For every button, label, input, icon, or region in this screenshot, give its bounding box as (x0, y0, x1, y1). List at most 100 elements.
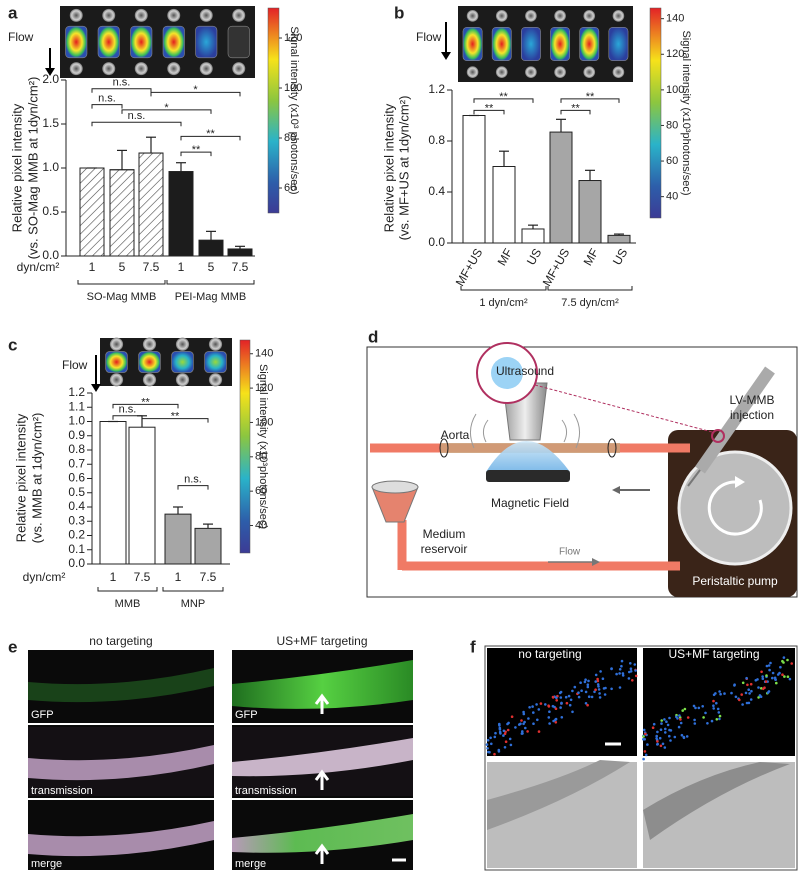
flow-label: Flow (416, 30, 442, 44)
cell (666, 723, 670, 727)
cell (602, 687, 606, 690)
significance-bracket (121, 109, 212, 114)
cell (554, 721, 558, 724)
group-label: MMB (115, 598, 141, 610)
significance-label: ** (192, 144, 201, 156)
well (167, 62, 181, 76)
colorbar-tick-label: 60 (666, 155, 678, 167)
cell (596, 683, 600, 686)
cell (544, 703, 547, 706)
speckles (485, 656, 793, 761)
x-tick-label: 1 (175, 570, 182, 584)
cell (761, 687, 765, 691)
colorbar-tick-label: 120 (666, 48, 684, 60)
cell (664, 731, 667, 734)
bar (521, 228, 545, 244)
significance-label: ** (171, 411, 180, 423)
colorbar-tick-label: 60 (284, 182, 296, 194)
well (612, 66, 625, 78)
cell (768, 668, 771, 672)
x-tick-label: 7.5 (143, 260, 160, 274)
cell (629, 662, 632, 665)
significance-label: n.s. (98, 93, 116, 105)
cell (718, 690, 721, 693)
y-axis-label: (vs. SO-Mag MMB at 1dyn/cm²) (25, 77, 40, 260)
cell (733, 684, 736, 687)
row-label: merge (31, 858, 62, 870)
well (608, 26, 629, 62)
tissue (232, 738, 413, 777)
cell (781, 673, 784, 676)
cell (584, 702, 588, 705)
cell (693, 718, 696, 722)
plate-image (458, 6, 633, 82)
cell (519, 722, 522, 726)
cell (598, 692, 601, 695)
cell (764, 680, 768, 683)
label: Magnetic Field (491, 496, 569, 510)
cell (597, 688, 601, 691)
cell (738, 698, 741, 702)
cell (678, 714, 681, 717)
label: Peristaltic pump (692, 574, 778, 588)
cell (532, 722, 535, 725)
cell (659, 744, 663, 748)
cell (559, 706, 562, 709)
colorbar (239, 339, 251, 554)
well (65, 25, 88, 59)
cell (537, 708, 541, 711)
cell (761, 677, 765, 680)
y-tick-label: 1.0 (42, 160, 59, 174)
column-title: no targeting (89, 634, 152, 648)
cell (642, 735, 645, 738)
group-label: SO-Mag MMB (87, 291, 157, 303)
label: injection (730, 408, 774, 422)
cell (706, 722, 709, 725)
cell (620, 659, 624, 663)
column-title: no targeting (518, 647, 581, 661)
panel-label: d (368, 327, 378, 346)
well (134, 8, 148, 22)
well (583, 10, 596, 22)
significance-label: n.s. (184, 474, 202, 486)
colorbar-tick-label: 60 (255, 485, 267, 497)
significance-bracket (150, 91, 241, 97)
cell (506, 728, 510, 732)
cell (677, 725, 681, 729)
needle (687, 469, 701, 487)
well (105, 351, 128, 373)
x-tick-label: 1 (89, 260, 96, 274)
x-tick-label: 7.5 (232, 260, 249, 274)
cell (558, 691, 562, 695)
bar-hatch (138, 152, 164, 257)
cell (573, 685, 577, 689)
bar (198, 239, 224, 257)
cell (749, 698, 753, 701)
cell (564, 695, 568, 699)
well (554, 10, 566, 22)
cell (643, 738, 646, 741)
bar (128, 426, 156, 565)
diagram (366, 342, 798, 598)
well (232, 62, 246, 76)
cell (682, 736, 686, 740)
significance-bracket (112, 403, 179, 409)
colorbar-tick-label: 40 (666, 191, 678, 203)
well (208, 373, 223, 387)
cell (734, 695, 738, 699)
cell (535, 703, 538, 706)
cell (524, 726, 527, 730)
cell (765, 664, 769, 668)
cell (651, 726, 655, 729)
cell (673, 735, 677, 739)
waves (470, 413, 580, 449)
significance-label: * (193, 84, 198, 96)
y-tick-label: 0.5 (42, 204, 59, 218)
colorbar-tick-label: 100 (284, 82, 302, 94)
cell (746, 683, 749, 687)
group-bracket (97, 587, 158, 592)
x-tick-label: 7.5 (200, 570, 217, 584)
cell (567, 694, 571, 698)
well (466, 10, 479, 22)
well (130, 25, 153, 59)
